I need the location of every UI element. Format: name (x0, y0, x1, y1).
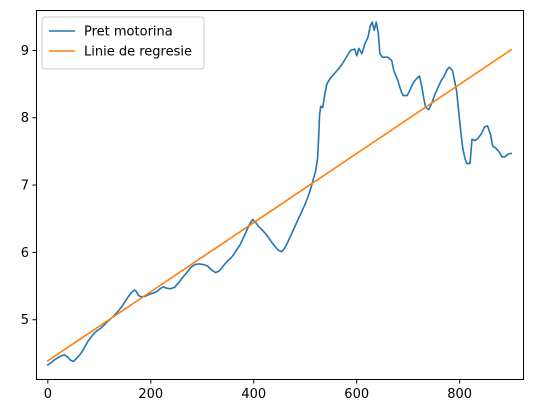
series-line-1 (46, 48, 513, 362)
y-tick-label: 6 (21, 246, 29, 261)
x-tick-label: 600 (344, 387, 369, 402)
x-tick-label: 0 (44, 387, 52, 402)
plot-frame (36, 10, 524, 380)
y-tick-label: 5 (21, 313, 29, 328)
x-axis: 0 200 400 600 800 (44, 379, 472, 402)
x-tick-label: 200 (138, 387, 163, 402)
legend-box (41, 16, 205, 70)
legend-label: Linie de regresie (84, 45, 192, 60)
legend: Pret motorina Linie de regresie (41, 16, 205, 70)
legend-label: Pret motorina (84, 25, 173, 40)
y-axis: 5 6 7 8 9 (21, 44, 37, 328)
series-line-0 (46, 21, 513, 366)
series-layer (46, 21, 513, 366)
y-tick-label: 9 (21, 44, 29, 59)
x-tick-label: 400 (241, 387, 266, 402)
y-tick-label: 7 (21, 179, 29, 194)
plot-area (36, 10, 524, 380)
y-tick-label: 8 (21, 111, 29, 126)
x-tick-label: 800 (447, 387, 472, 402)
